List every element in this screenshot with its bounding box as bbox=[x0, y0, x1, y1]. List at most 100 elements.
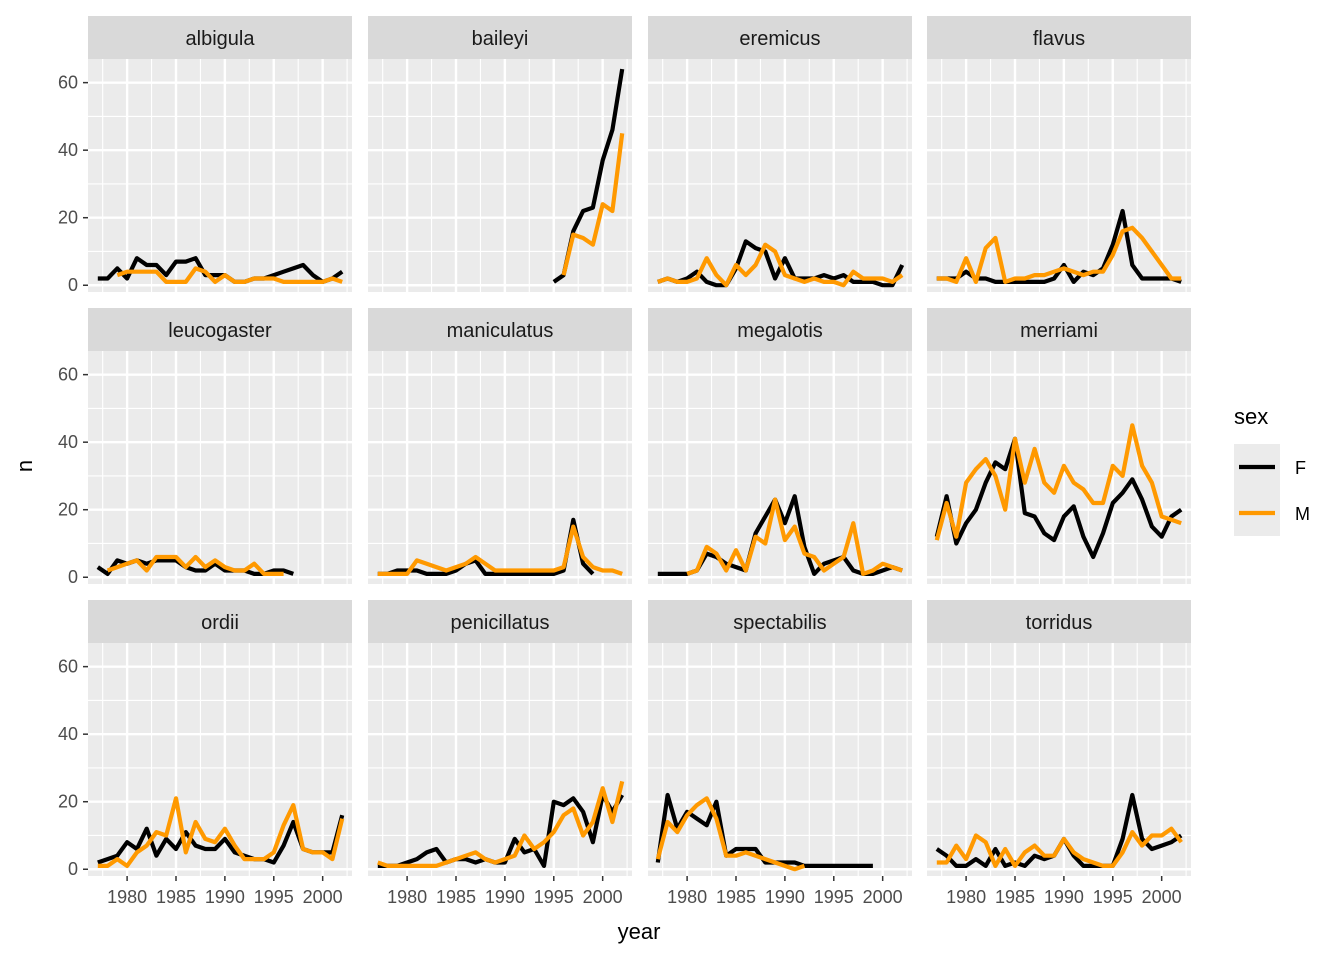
facet-strip-label: albigula bbox=[186, 28, 256, 50]
series-line-maniculatus-M bbox=[377, 524, 623, 577]
y-axis-title: n bbox=[12, 460, 37, 472]
x-tick-label: 2000 bbox=[303, 887, 343, 907]
y-tick-label: 20 bbox=[58, 792, 78, 812]
facet-strip bbox=[368, 16, 632, 59]
facet-strip bbox=[648, 16, 912, 59]
x-tick-label: 1985 bbox=[995, 887, 1035, 907]
x-tick-label: 2000 bbox=[583, 887, 623, 907]
facet-panel-albigula: albigula bbox=[88, 16, 352, 292]
x-tick-label: 1980 bbox=[667, 887, 707, 907]
y-tick-label: 40 bbox=[58, 724, 78, 744]
x-tick-label: 1995 bbox=[814, 887, 854, 907]
y-tick-label: 0 bbox=[68, 275, 78, 295]
facet-strip bbox=[927, 16, 1191, 59]
facet-strip-label: leucogaster bbox=[168, 320, 272, 342]
series-line-megalotis-M bbox=[686, 497, 903, 577]
y-tick-label: 0 bbox=[68, 567, 78, 587]
y-tick-label: 40 bbox=[58, 140, 78, 160]
x-tick-label: 2000 bbox=[863, 887, 903, 907]
facet-panel-maniculatus: maniculatus bbox=[368, 308, 632, 584]
y-tick-label: 60 bbox=[58, 365, 78, 385]
facet-strip-label: ordii bbox=[201, 612, 239, 634]
facet-strip-label: megalotis bbox=[737, 320, 823, 342]
series-line-spectabilis-F bbox=[655, 792, 873, 869]
facet-panel-ordii: ordii bbox=[88, 600, 352, 876]
x-tick-label: 1990 bbox=[1044, 887, 1084, 907]
y-tick-label: 60 bbox=[58, 73, 78, 93]
facet-panel-spectabilis: spectabilis bbox=[648, 600, 912, 876]
series-line-penicillatus-M bbox=[377, 780, 625, 869]
series-line-torridus-M bbox=[936, 826, 1183, 869]
panel-background bbox=[927, 351, 1191, 584]
x-tick-label: 1995 bbox=[1093, 887, 1133, 907]
x-tick-label: 1980 bbox=[107, 887, 147, 907]
series-line-maniculatus-F bbox=[377, 517, 595, 577]
x-tick-label: 1990 bbox=[765, 887, 805, 907]
x-axis-title: year bbox=[618, 919, 661, 944]
axes: 0 20 40 60 0 20 40 60 0 20 40 60 1980 1985 1990 1995 200… bbox=[58, 73, 1182, 907]
legend: sex F M bbox=[1234, 404, 1310, 536]
panel-background bbox=[368, 643, 632, 876]
facet-panel-penicillatus: penicillatus bbox=[368, 600, 632, 876]
facet-strip-label: eremicus bbox=[739, 28, 820, 50]
panel-background bbox=[927, 59, 1191, 292]
series-line-baileyi-M bbox=[561, 133, 625, 276]
legend-label-m: M bbox=[1295, 504, 1310, 524]
x-tick-label: 1985 bbox=[716, 887, 756, 907]
series-line-eremicus-M bbox=[657, 242, 904, 288]
panel-background bbox=[648, 351, 912, 584]
facet-strip bbox=[88, 308, 352, 351]
series-line-ordii-M bbox=[97, 796, 345, 869]
facet-panel-torridus: torridus bbox=[927, 600, 1191, 876]
facet-strip-label: penicillatus bbox=[451, 612, 550, 634]
facet-strip bbox=[88, 600, 352, 643]
facet-strip-label: flavus bbox=[1033, 28, 1085, 50]
panel-background bbox=[648, 643, 912, 876]
legend-label-f: F bbox=[1295, 458, 1306, 478]
panel-background bbox=[88, 351, 352, 584]
series-line-albigula-M bbox=[116, 266, 343, 284]
x-tick-label: 1985 bbox=[436, 887, 476, 907]
facet-strip bbox=[648, 308, 912, 351]
facet-strip bbox=[88, 16, 352, 59]
series-line-merriami-F bbox=[934, 436, 1183, 560]
series-line-leucogaster-M bbox=[106, 554, 284, 577]
facet-strip-label: maniculatus bbox=[447, 320, 554, 342]
facet-strip-label: merriami bbox=[1020, 320, 1098, 342]
facet-strip bbox=[368, 308, 632, 351]
x-tick-label: 1985 bbox=[156, 887, 196, 907]
y-tick-label: 60 bbox=[58, 657, 78, 677]
series-line-spectabilis-M bbox=[655, 796, 806, 872]
facet-strip-label: baileyi bbox=[472, 28, 529, 50]
facet-panels: albigula baileyi eremicus flavus leucogaster… bbox=[88, 16, 1191, 876]
x-tick-label: 1990 bbox=[205, 887, 245, 907]
panel-background bbox=[648, 59, 912, 292]
y-tick-label: 20 bbox=[58, 500, 78, 520]
facet-strip bbox=[368, 600, 632, 643]
panel-background bbox=[368, 351, 632, 584]
facet-strip-label: torridus bbox=[1026, 612, 1093, 634]
legend-title: sex bbox=[1234, 404, 1268, 429]
facet-panel-merriami: merriami bbox=[927, 308, 1191, 584]
x-tick-label: 2000 bbox=[1142, 887, 1182, 907]
facet-strip bbox=[648, 600, 912, 643]
facet-panel-flavus: flavus bbox=[927, 16, 1191, 292]
panel-background bbox=[927, 643, 1191, 876]
facet-strip bbox=[927, 308, 1191, 351]
panel-background bbox=[368, 59, 632, 292]
panel-background bbox=[88, 59, 352, 292]
series-line-flavus-M bbox=[936, 225, 1182, 284]
facet-panel-eremicus: eremicus bbox=[648, 16, 912, 292]
series-line-albigula-F bbox=[97, 256, 344, 284]
x-tick-label: 1980 bbox=[946, 887, 986, 907]
series-line-merriami-M bbox=[934, 423, 1182, 541]
facet-panel-megalotis: megalotis bbox=[648, 308, 912, 584]
x-tick-label: 1980 bbox=[387, 887, 427, 907]
facet-strip-label: spectabilis bbox=[733, 612, 826, 634]
y-tick-label: 20 bbox=[58, 208, 78, 228]
x-tick-label: 1995 bbox=[534, 887, 574, 907]
facet-panel-leucogaster: leucogaster bbox=[88, 308, 352, 584]
y-tick-label: 40 bbox=[58, 432, 78, 452]
y-tick-label: 0 bbox=[68, 859, 78, 879]
